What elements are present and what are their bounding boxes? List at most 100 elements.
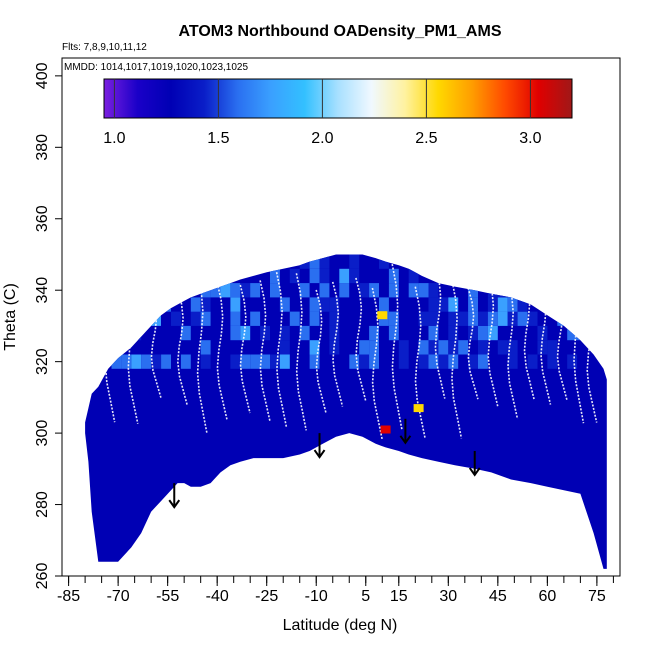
value-cell (567, 354, 578, 369)
value-cell (299, 325, 310, 341)
data-envelope (85, 254, 607, 569)
value-cell (537, 268, 548, 284)
value-cell (428, 283, 439, 298)
colorbar-tick-label: 1.5 (207, 130, 229, 147)
value-cell (230, 283, 241, 298)
value-cell (310, 240, 320, 254)
y-tick-label: 300 (34, 420, 51, 447)
value-cell (468, 268, 478, 284)
value-cell (339, 268, 350, 284)
value-cell (418, 354, 429, 369)
value-cell (487, 268, 498, 284)
value-cell (260, 240, 270, 254)
value-cell (388, 311, 399, 326)
value-cell (587, 254, 597, 269)
value-cell (497, 268, 508, 284)
value-cell (527, 254, 538, 269)
value-cell (428, 297, 439, 312)
value-cell (299, 283, 310, 298)
y-tick-label: 260 (34, 563, 51, 590)
value-cell (468, 297, 478, 312)
value-cell (567, 283, 578, 298)
value-cell (210, 283, 221, 298)
value-cell (180, 354, 191, 369)
value-cell (507, 297, 518, 312)
value-cell (91, 254, 102, 269)
value-cell (567, 240, 577, 254)
value-cell (270, 254, 280, 269)
chart-title: ATOM3 Northbound OADensity_PM1_AMS (179, 23, 502, 40)
value-cell (458, 340, 469, 355)
value-cell (250, 283, 261, 298)
colorbar-tick-label: 3.0 (519, 130, 541, 147)
down-arrow (168, 483, 181, 509)
x-tick-label: -70 (107, 588, 130, 605)
value-cell (567, 297, 578, 312)
value-cell (359, 283, 370, 298)
value-cell (448, 311, 459, 326)
value-cell (131, 354, 142, 369)
value-cell (596, 297, 607, 312)
value-cell (557, 283, 568, 298)
value-cell (527, 268, 538, 284)
value-cell (537, 340, 548, 355)
value-cell (438, 297, 449, 312)
value-cell (517, 297, 528, 312)
value-cell (458, 311, 469, 326)
value-cell (418, 283, 429, 298)
value-cell (517, 268, 528, 284)
value-cell (478, 254, 488, 269)
value-cell (161, 297, 171, 312)
value-cell (517, 283, 528, 298)
value-cell (547, 340, 558, 355)
flight-track (586, 283, 598, 423)
value-cell (141, 268, 152, 284)
value-cell (230, 311, 241, 326)
flight-track-streaks (104, 255, 598, 440)
value-cell (121, 240, 131, 254)
value-cell (329, 311, 340, 326)
value-cell (517, 311, 528, 326)
value-cell (319, 283, 330, 298)
flight-track (371, 287, 383, 440)
value-cell (487, 254, 498, 269)
x-tick-label: 45 (489, 588, 507, 605)
value-cell (547, 354, 558, 369)
value-cell (458, 240, 468, 254)
value-cell (478, 325, 488, 341)
value-cell (131, 268, 142, 284)
value-cell (448, 354, 459, 369)
value-cell (577, 297, 587, 312)
value-cell (111, 283, 122, 298)
value-cell (309, 297, 320, 312)
value-cell (111, 340, 122, 355)
colorbar: 1.0 1.5 2.0 2.5 3.0 (103, 78, 573, 147)
value-cell (180, 283, 191, 298)
x-tick-label: 5 (361, 588, 370, 605)
value-cell (329, 297, 340, 312)
value-cell (428, 311, 439, 326)
colorbar-tick-label: 2.0 (311, 130, 333, 147)
value-cell (508, 240, 518, 254)
value-cell (418, 311, 429, 326)
value-cell (478, 311, 488, 326)
value-cell (359, 354, 370, 369)
flight-track (196, 270, 208, 435)
y-axis-label: Theta (C) (2, 283, 19, 351)
value-cell (438, 340, 449, 355)
value-cell (329, 240, 339, 254)
colorbar-ticks: 1.0 1.5 2.0 2.5 3.0 (103, 79, 542, 147)
value-cell (309, 268, 320, 284)
value-cell (240, 325, 251, 341)
value-cell (497, 283, 508, 298)
value-cell (121, 254, 132, 269)
value-cell (141, 297, 152, 312)
value-cell (418, 254, 429, 269)
down-arrow (468, 450, 481, 477)
x-tick-label: -10 (305, 588, 328, 605)
value-cell (240, 254, 251, 269)
value-cell (102, 240, 112, 254)
value-cell (359, 340, 370, 355)
value-cell (290, 240, 300, 254)
